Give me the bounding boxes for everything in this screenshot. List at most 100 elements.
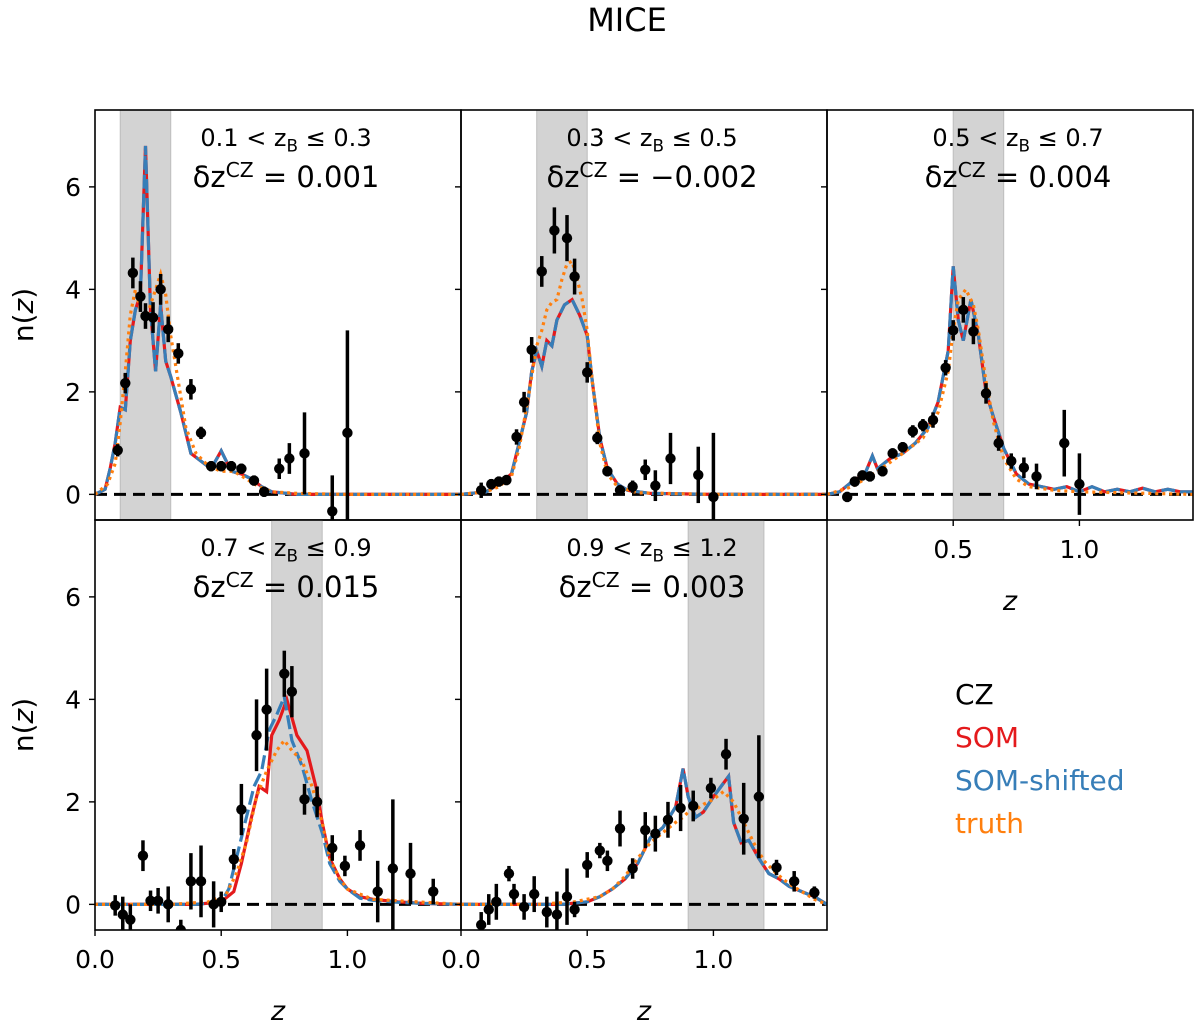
cz-point — [152, 895, 164, 906]
cz-point — [491, 896, 502, 908]
cz-point — [163, 324, 174, 335]
cz-point — [614, 485, 626, 496]
cz-point — [968, 326, 979, 337]
cz-point — [849, 476, 860, 487]
x-tick-label: 1.0 — [1060, 535, 1100, 564]
cz-point — [582, 367, 593, 378]
y-axis-label: n(z) — [7, 698, 40, 752]
figure-title: MICE — [587, 1, 667, 39]
cz-point — [428, 886, 439, 897]
y-tick-label: 4 — [65, 685, 81, 714]
bin-label: 0.3 < zB ≤ 0.5 — [566, 124, 737, 155]
som-shifted-line — [95, 691, 461, 906]
cz-point — [251, 730, 262, 741]
shaded-bin-range — [687, 520, 765, 930]
cz-point — [236, 463, 247, 474]
cz-point — [536, 266, 547, 277]
x-axis-label: z — [270, 996, 286, 1027]
cz-point — [526, 344, 537, 356]
cz-point — [475, 919, 487, 930]
cz-point — [665, 453, 676, 464]
cz-point — [261, 704, 272, 715]
y-tick-label: 0 — [65, 890, 81, 919]
panel-frame — [460, 519, 828, 931]
shift-label: δzCZ = 0.003 — [559, 568, 746, 604]
shift-label: δzCZ = −0.002 — [546, 158, 757, 194]
plot-area — [95, 110, 461, 520]
plot-area — [461, 520, 827, 930]
cz-point — [387, 863, 399, 874]
y-tick-label: 6 — [65, 583, 81, 612]
cz-point — [650, 480, 661, 491]
cz-point — [175, 924, 187, 930]
cz-point — [1018, 462, 1030, 473]
cz-point — [809, 887, 820, 898]
cz-point — [549, 225, 560, 236]
cz-point — [662, 814, 674, 826]
cz-point — [857, 470, 868, 481]
cz-point — [771, 862, 782, 873]
legend: CZ SOM SOM-shifted truth — [955, 678, 1125, 840]
cz-point — [185, 384, 197, 395]
cz-point — [147, 312, 159, 323]
cz-point — [228, 854, 240, 865]
cz-point — [917, 419, 929, 431]
cz-point — [127, 267, 139, 279]
truth-line — [461, 789, 827, 906]
x-tick-label: 0.5 — [933, 535, 973, 564]
cz-point — [594, 845, 606, 856]
cz-point — [940, 362, 951, 373]
cz-point — [688, 800, 699, 812]
cz-point — [897, 442, 908, 453]
cz-point — [195, 876, 207, 887]
cz-point — [1031, 471, 1042, 482]
cz-point — [226, 460, 237, 472]
cz-point — [327, 842, 338, 854]
cz-point — [112, 445, 123, 456]
cz-point — [708, 491, 719, 503]
cz-point — [602, 466, 613, 477]
cz-point — [274, 463, 285, 474]
shift-label: δzCZ = 0.001 — [193, 158, 380, 194]
cz-point — [518, 396, 530, 408]
cz-point — [163, 899, 174, 910]
cz-point — [279, 668, 290, 679]
cz-point — [993, 437, 1004, 449]
cz-point — [137, 850, 149, 861]
cz-point — [864, 471, 876, 482]
cz-point — [640, 464, 651, 475]
x-tick-label: 0.5 — [201, 945, 241, 974]
cz-point — [887, 448, 898, 459]
cz-point — [720, 749, 732, 760]
cz-point — [529, 888, 540, 900]
legend-entry-som: SOM — [955, 721, 1019, 754]
cz-point — [738, 813, 749, 824]
cz-point — [125, 914, 136, 925]
cz-point — [569, 904, 580, 915]
x-tick-label: 0.0 — [75, 945, 115, 974]
cz-point — [518, 901, 530, 913]
cz-point — [551, 909, 563, 920]
x-tick-label: 0.0 — [441, 945, 481, 974]
plot-area — [827, 110, 1193, 520]
y-tick-label: 2 — [65, 378, 81, 407]
shaded-bin-range — [271, 520, 323, 930]
cz-point — [569, 271, 580, 282]
truth-line — [95, 737, 461, 906]
cz-point — [372, 886, 383, 897]
cz-point — [475, 485, 487, 496]
shift-label: δzCZ = 0.015 — [193, 568, 380, 604]
cz-point — [948, 325, 959, 336]
cz-point — [354, 840, 366, 851]
x-tick-label: 1.0 — [694, 945, 734, 974]
cz-point — [627, 481, 638, 492]
cz-point — [236, 804, 247, 815]
cz-point — [753, 791, 765, 802]
cz-point — [173, 348, 184, 359]
